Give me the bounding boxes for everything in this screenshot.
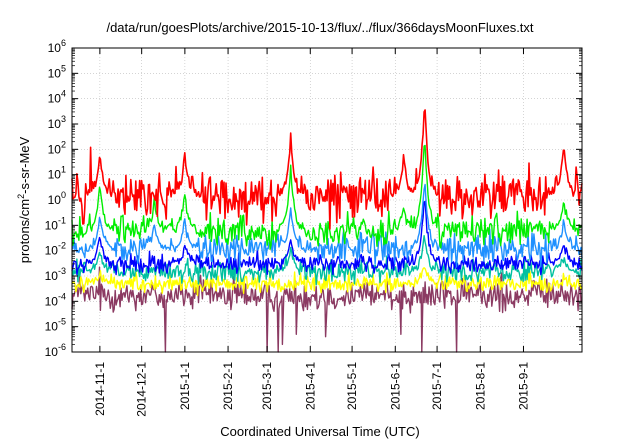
y-tick-label-base: 10	[48, 117, 62, 131]
x-tick-label: 2015-7-1	[430, 362, 444, 410]
x-tick-label: 2015-1-1	[178, 362, 192, 410]
x-tick-label: 2015-5-1	[345, 362, 359, 410]
series-line-4	[71, 183, 583, 268]
y-tick-label-exp: -4	[58, 291, 66, 301]
y-tick-label-exp: 4	[61, 89, 66, 99]
x-tick-label: 2015-9-1	[516, 362, 530, 410]
x-axis-label: Coordinated Universal Time (UTC)	[220, 424, 420, 439]
y-tick-label: 101	[48, 165, 66, 182]
y-tick-label-exp: -1	[58, 215, 66, 225]
y-tick-label-exp: -6	[58, 342, 66, 352]
y-tick-label-exp: 3	[61, 114, 66, 124]
y-tick-label: 103	[48, 114, 66, 131]
y-tick-label-base: 10	[45, 218, 59, 232]
y-tick-label: 10-4	[45, 291, 66, 308]
y-tick-label-base: 10	[48, 66, 62, 80]
y-tick-label-base: 10	[45, 269, 59, 283]
x-tick-label: 2015-2-1	[221, 362, 235, 410]
y-tick-label-exp: 1	[61, 165, 66, 175]
y-tick-label-base: 10	[45, 244, 59, 258]
y-tick-label-exp: 6	[61, 38, 66, 48]
x-tick-label: 2015-4-1	[303, 362, 317, 410]
chart-title: /data/run/goesPlots/archive/2015-10-13/f…	[106, 20, 534, 35]
y-tick-label-base: 10	[48, 41, 62, 55]
x-tick-label: 2014-12-1	[135, 362, 149, 417]
y-tick-label-base: 10	[48, 193, 62, 207]
y-tick-label: 10-2	[45, 241, 66, 258]
x-tick-label: 2014-11-1	[93, 362, 107, 416]
y-tick-label: 10-5	[45, 317, 66, 334]
series-line-3	[71, 200, 583, 276]
y-tick-label-exp: -5	[58, 317, 66, 327]
series-line-1	[71, 267, 583, 297]
x-tick-label: 2015-3-1	[260, 362, 274, 410]
y-tick-label-exp: -3	[58, 266, 66, 276]
y-tick-label: 105	[48, 63, 66, 80]
y-tick-label: 10-6	[45, 342, 66, 359]
y-tick-label-base: 10	[45, 345, 59, 359]
x-tick-label: 2015-8-1	[473, 362, 487, 410]
y-tick-label-base: 10	[45, 320, 59, 334]
y-tick-label-exp: -2	[58, 241, 66, 251]
y-tick-label: 10-1	[45, 215, 66, 232]
series-line-0	[71, 266, 583, 353]
x-tick-label: 2015-6-1	[388, 362, 402, 410]
y-tick-label: 104	[48, 89, 66, 106]
y-tick-label: 100	[48, 190, 66, 207]
y-tick-label-exp: 5	[61, 63, 66, 73]
y-tick-label-base: 10	[48, 168, 62, 182]
y-tick-label-exp: 2	[61, 139, 66, 149]
series-line-6	[71, 109, 583, 230]
y-tick-label: 102	[48, 139, 66, 156]
y-tick-label-exp: 0	[61, 190, 66, 200]
y-tick-label: 10-3	[45, 266, 66, 283]
y-tick-label-base: 10	[45, 294, 59, 308]
y-tick-label-base: 10	[48, 142, 62, 156]
y-tick-label: 106	[48, 38, 66, 55]
y-tick-label-base: 10	[48, 92, 62, 106]
